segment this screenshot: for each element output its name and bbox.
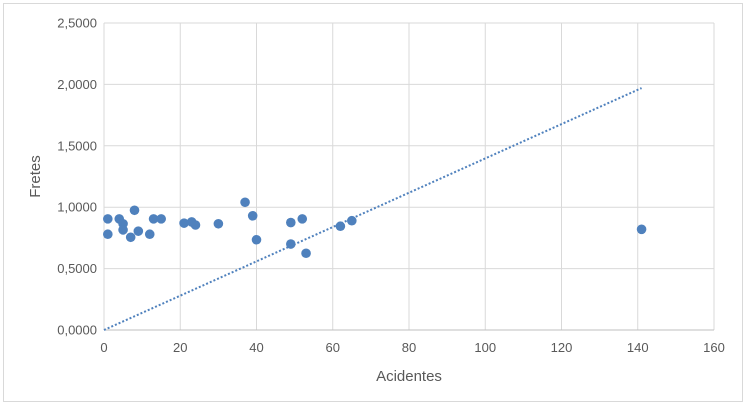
- data-point: [144, 229, 155, 240]
- y-tick-label: 1,5000: [57, 138, 97, 153]
- x-axis-title: Acidentes: [376, 368, 442, 385]
- chart-area: [3, 3, 743, 402]
- y-axis-title: Fretes: [27, 155, 44, 198]
- data-point: [103, 229, 113, 240]
- x-tick-label: 140: [627, 340, 649, 355]
- data-point: [129, 205, 140, 216]
- y-tick-label: 2,0000: [57, 77, 97, 92]
- data-point: [247, 210, 258, 221]
- data-point: [240, 197, 250, 208]
- data-point: [179, 218, 189, 228]
- trendline: [103, 87, 642, 331]
- data-point: [118, 225, 128, 235]
- y-tick-label: 0,0000: [57, 323, 97, 338]
- x-tick-label: 120: [551, 340, 573, 355]
- data-point: [213, 218, 224, 229]
- x-tick-label: 40: [249, 340, 263, 355]
- data-point: [190, 220, 201, 230]
- data-points: [103, 197, 647, 259]
- x-tick-labels: 0 20 40 60 80 100 120 140 160: [100, 340, 724, 355]
- x-tick-label: 80: [402, 340, 416, 355]
- data-point: [347, 215, 357, 226]
- data-point: [125, 232, 136, 243]
- x-tick-label: 100: [474, 340, 496, 355]
- data-point: [148, 214, 159, 224]
- x-tick-label: 160: [703, 340, 725, 355]
- data-point: [636, 224, 647, 235]
- data-point: [297, 214, 308, 224]
- y-tick-label: 0,5000: [57, 261, 97, 276]
- y-tick-label: 2,5000: [57, 16, 97, 31]
- data-point: [301, 248, 311, 259]
- data-point: [335, 221, 346, 232]
- data-point: [156, 214, 166, 224]
- y-tick-labels: 0,0000 0,5000 1,0000 1,5000 2,0000 2,5000: [57, 16, 97, 338]
- trendline-group: [103, 87, 642, 331]
- x-tick-label: 60: [326, 340, 340, 355]
- data-point: [251, 234, 262, 245]
- data-point: [133, 226, 144, 236]
- data-point: [286, 217, 296, 228]
- x-tick-label: 0: [100, 340, 107, 355]
- y-tick-label: 1,0000: [57, 200, 97, 215]
- x-tick-label: 20: [173, 340, 187, 355]
- axes: [103, 23, 714, 331]
- gridlines: [104, 22, 715, 330]
- data-point: [103, 214, 113, 224]
- data-point: [286, 239, 296, 249]
